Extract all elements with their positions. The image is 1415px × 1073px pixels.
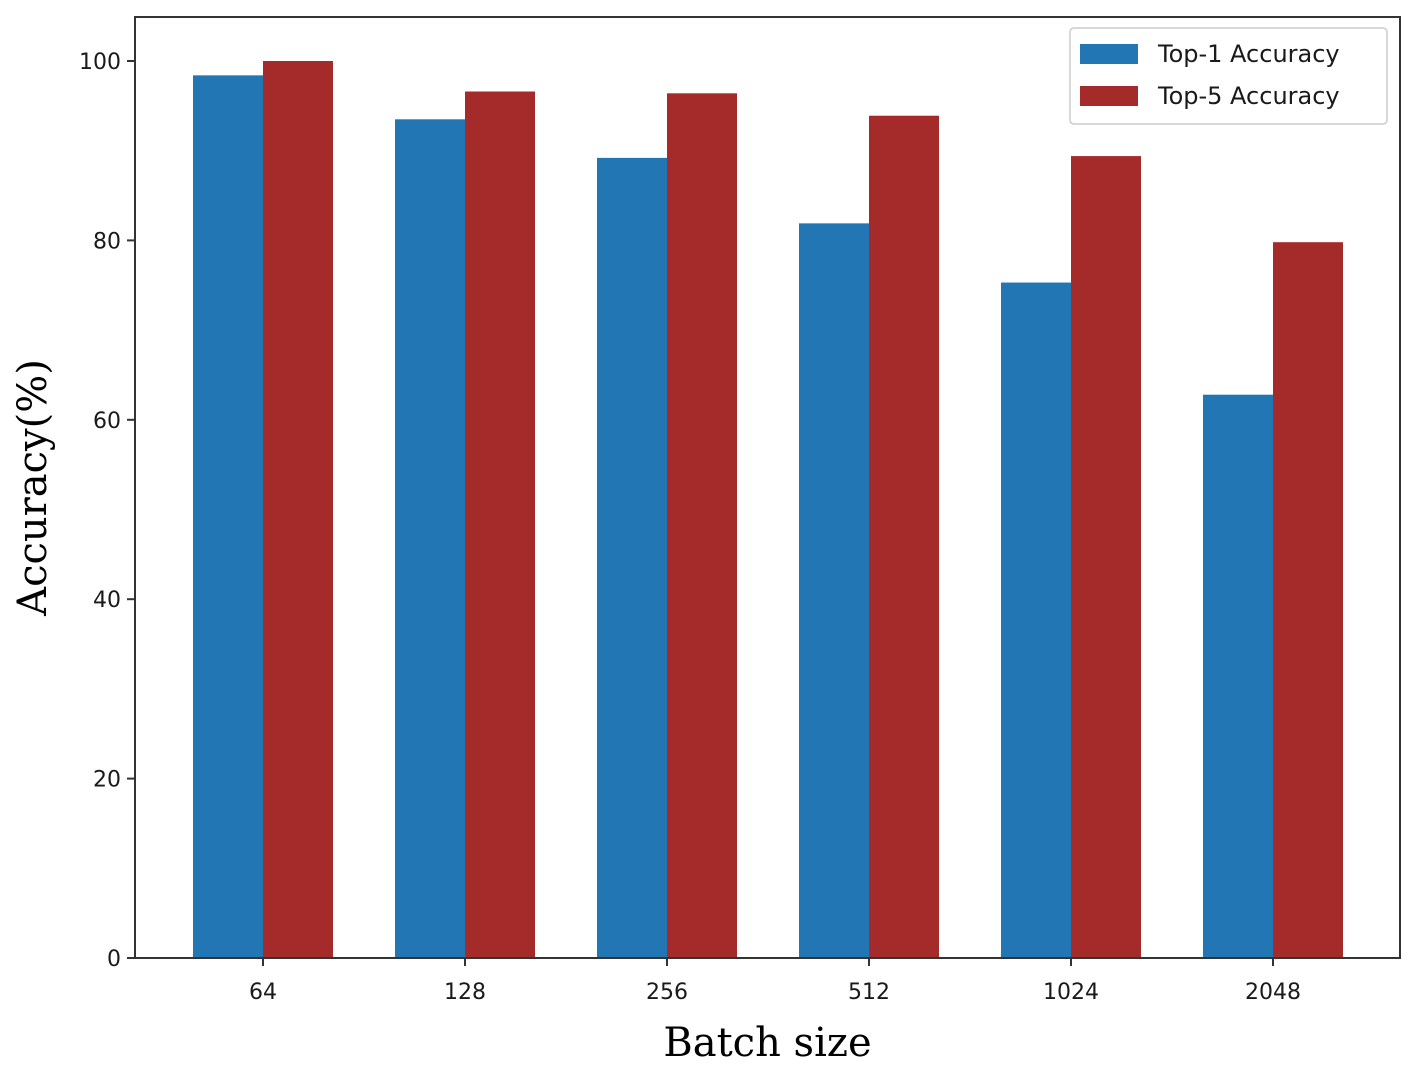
bar-top5-128 — [465, 91, 535, 959]
bar-top1-2048 — [1203, 394, 1273, 959]
bar-top5-2048 — [1273, 242, 1343, 959]
plot-frame — [134, 16, 1401, 959]
legend-swatch-top1 — [1080, 44, 1138, 64]
legend: Top-1 Accuracy Top-5 Accuracy — [1069, 27, 1388, 125]
x-tick-label: 1024 — [1043, 980, 1099, 1005]
y-axis-ticks: 0 20 40 60 80 100 — [79, 50, 135, 972]
legend-box — [1069, 27, 1388, 125]
bar-top1-512 — [799, 223, 869, 958]
legend-swatch-top5 — [1080, 86, 1138, 106]
x-tick-label: 512 — [848, 980, 890, 1005]
x-tick-label: 64 — [249, 980, 277, 1005]
x-tick-label: 256 — [646, 980, 688, 1005]
y-tick-label: 80 — [93, 229, 121, 254]
x-axis-title: Batch size — [663, 1020, 871, 1066]
bar-top5-256 — [667, 93, 737, 959]
bar-top5-512 — [869, 115, 939, 959]
y-tick-label: 60 — [93, 409, 121, 434]
y-tick-label: 0 — [107, 947, 121, 972]
bar-top1-1024 — [1001, 282, 1071, 959]
y-tick-label: 40 — [93, 588, 121, 613]
x-tick-label: 2048 — [1245, 980, 1301, 1005]
y-tick-label: 100 — [79, 50, 121, 75]
x-tick-label: 128 — [444, 980, 486, 1005]
bars-layer — [193, 61, 1343, 959]
bar-top1-64 — [193, 75, 263, 959]
y-axis-title: Accuracy(%) — [10, 359, 56, 617]
y-tick-label: 20 — [93, 768, 121, 793]
bar-top1-256 — [597, 157, 667, 959]
bar-top5-64 — [263, 61, 333, 958]
x-axis-ticks: 64 128 256 512 1024 2048 — [249, 958, 1301, 1005]
bar-top1-128 — [395, 119, 465, 959]
legend-label-top5: Top-5 Accuracy — [1157, 82, 1340, 110]
bar-top5-1024 — [1071, 156, 1141, 958]
legend-label-top1: Top-1 Accuracy — [1157, 40, 1340, 68]
